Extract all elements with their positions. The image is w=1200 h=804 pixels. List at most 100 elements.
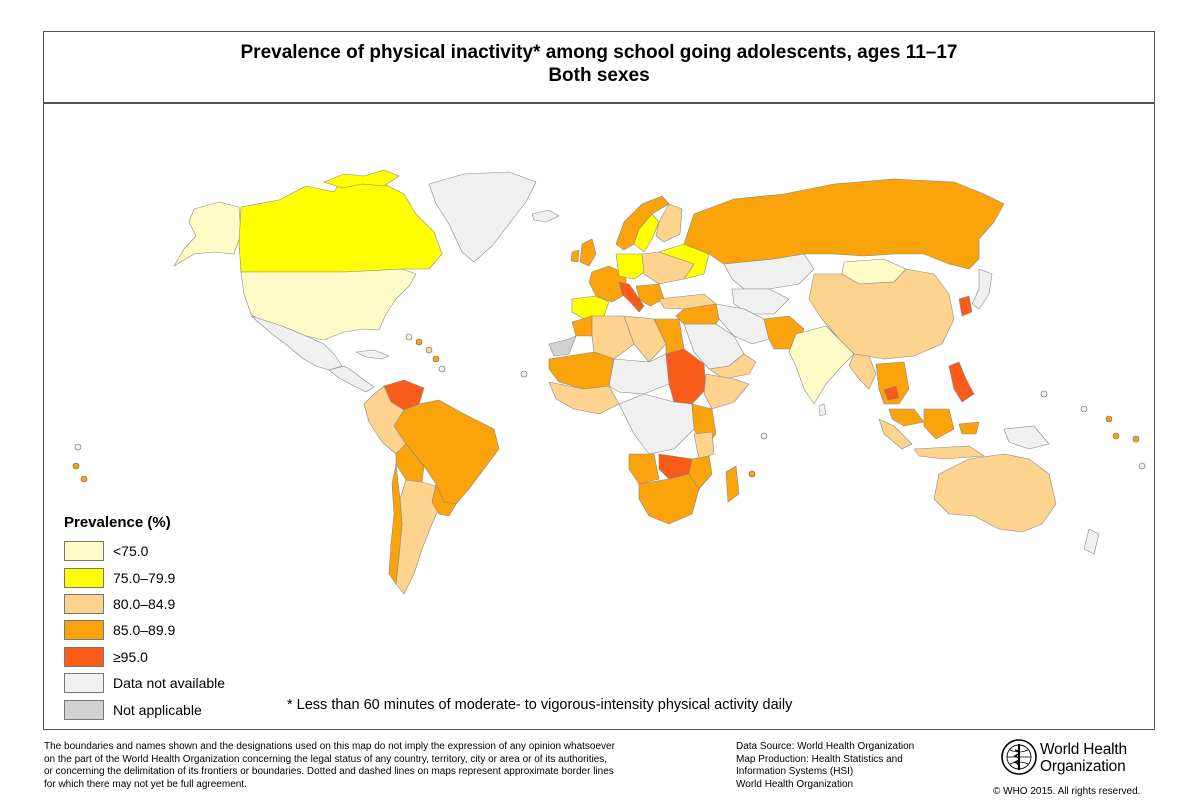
source-line: World Health Organization [736,778,854,790]
legend-item-lt75: <75.0 [64,538,304,564]
legend-swatch [64,567,104,588]
new-zealand [1083,528,1100,555]
china [808,268,955,360]
pacific-island-marker [415,338,423,346]
italy [618,281,645,313]
who-name: World Health Organization [1040,741,1127,775]
ireland [570,249,580,263]
papua-new-guinea [1003,425,1050,450]
copyright: © WHO 2015. All rights reserved. [993,786,1141,797]
chile [388,463,403,585]
pacific-island-marker [405,333,413,341]
pacific-island-marker [1105,415,1113,423]
atlantic-island-marker [520,370,528,378]
australia [933,453,1057,533]
map-subtitle: Both sexes [548,65,650,86]
who-emblem-icon [1001,739,1037,775]
source-line: Map Production: Health Statistics and [736,753,903,765]
map-footnote: * Less than 60 minutes of moderate- to v… [287,697,793,713]
legend-swatch [64,646,104,667]
middle-east-small [675,303,720,325]
balkans [635,283,665,307]
norway [615,195,670,251]
libya [623,315,667,363]
russia [683,178,1005,270]
west-africa [548,381,620,415]
alaska [173,201,242,267]
central-africa [618,393,695,455]
pacific-island-marker [1132,435,1140,443]
pacific-island-marker [425,346,433,354]
southern-africa [638,473,700,525]
disclaimer-line: on the part of the World Health Organiza… [44,753,608,765]
map-legend: Prevalence (%) <75.0 75.0–79.9 80.0–84.9… [64,514,304,723]
legend-label: 85.0–89.9 [113,622,176,639]
canada-islands [323,169,400,189]
indochina [875,361,910,405]
who-logo: World Health Organization [1000,738,1140,782]
philippines [948,361,975,403]
legend-label: 80.0–84.9 [113,595,176,612]
south-korea [958,295,973,317]
disclaimer-text: The boundaries and names shown and the d… [44,741,724,791]
world-map [72,169,1146,595]
legend-title: Prevalence (%) [64,514,171,531]
pacific-island-marker [1138,462,1146,470]
spain-portugal [571,295,610,320]
legend-item-no-data: Data not available [64,670,304,696]
malaysia [888,408,925,427]
who-name-line2: Organization [1040,758,1126,775]
mauritania-mali [548,351,615,390]
japan [971,268,993,310]
greenland [428,171,537,263]
timor-small [958,421,980,435]
cambodia [883,385,900,401]
niger-chad [608,353,670,395]
legend-item-80-84: 80.0–84.9 [64,591,304,617]
legend-swatch [64,699,104,720]
western-sahara [548,335,577,357]
finland [655,203,683,243]
legend-item-85-89: 85.0–89.9 [64,617,304,643]
kazakhstan [723,253,815,290]
central-america [328,365,375,393]
pacific-island-marker [1040,390,1048,398]
uruguay-paraguay [431,483,457,517]
ethiopia-horn [703,373,750,410]
sudan [665,348,707,405]
legend-item-gte95: ≥95.0 [64,644,304,670]
mozambique [688,455,713,490]
legend-swatch [64,593,104,614]
source-line: Data Source: World Health Organization [736,741,915,752]
legend-swatch [64,620,104,641]
germany-central [615,253,650,280]
angola [628,453,660,485]
disclaimer-line: for which there may not yet be full agre… [44,778,247,790]
united-kingdom [579,238,597,267]
iceland [531,209,560,223]
legend-label: Not applicable [113,701,202,718]
sri-lanka [818,403,827,417]
madagascar [725,465,740,503]
who-name-line1: World Health [1040,741,1127,758]
disclaimer-line: The boundaries and names shown and the d… [44,741,615,752]
disclaimer-line: or concerning the delimitation of its fr… [44,766,614,778]
legend-swatch [64,541,104,562]
legend-label: ≥95.0 [113,648,148,665]
canada [238,175,443,273]
pacific-island-marker [80,475,88,483]
pacific-island-marker [1112,432,1120,440]
source-text: Data Source: World Health Organization M… [736,741,946,791]
pacific-island-marker [438,365,446,373]
legend-label: <75.0 [113,543,149,560]
tanzania [693,431,715,460]
indonesia-borneo [923,408,955,440]
map-title: Prevalence of physical inactivity* among… [240,42,958,63]
legend-label: Data not available [113,675,226,692]
source-line: Information Systems (HSI) [736,766,854,778]
indian-ocean-island-marker [760,432,768,440]
indian-ocean-island-marker [748,470,756,478]
legend-label: 75.0–79.9 [113,569,176,586]
pacific-island-marker [1080,405,1088,413]
pacific-island-marker [72,462,80,470]
